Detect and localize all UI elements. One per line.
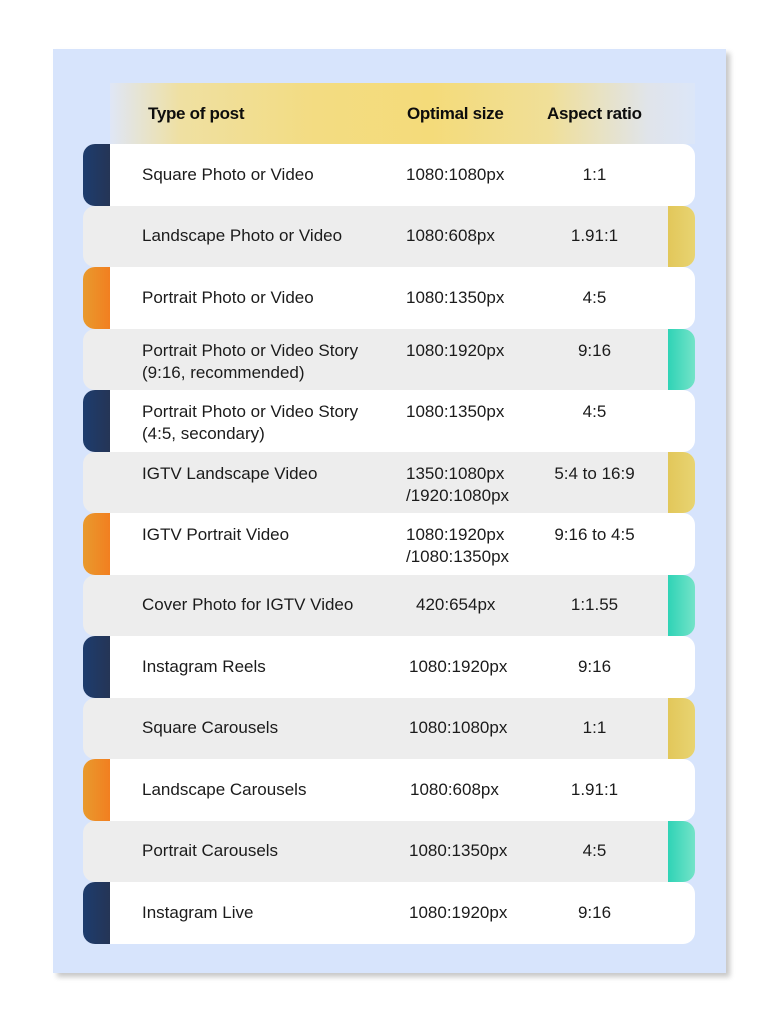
cell-size: 1080:1920px — [406, 340, 505, 360]
table-row: IGTV Landscape Video 1350:1080px /1920:1… — [83, 451, 695, 513]
cell-size: 1080:1080px — [409, 718, 508, 738]
row-accent-band — [668, 574, 695, 636]
row-accent-band — [668, 697, 695, 759]
row-accent-band — [83, 636, 110, 698]
cell-ratio: 9:16 — [577, 902, 612, 922]
cell-ratio: 4:5 — [582, 841, 607, 861]
cell-type: Square Carousels — [142, 718, 279, 738]
table-header: Type of post Optimal size Aspect ratio — [110, 83, 695, 144]
cell-size: 1080:1920px /1080:1350px — [406, 525, 510, 566]
row-accent-band — [668, 451, 695, 513]
table-row: Portrait Photo or Video 1080:1350px 4:5 — [83, 267, 695, 329]
cell-type: IGTV Landscape Video — [142, 463, 318, 483]
cell-type: Instagram Live — [142, 902, 254, 922]
row-accent-band — [83, 513, 110, 575]
cell-type: Square Photo or Video — [142, 164, 314, 184]
header-type-of-post: Type of post — [148, 104, 245, 123]
header-optimal-size: Optimal size — [407, 104, 504, 123]
table-row: Instagram Reels 1080:1920px 9:16 — [83, 636, 695, 698]
row-accent-band — [83, 144, 110, 206]
table-row: Portrait Carousels 1080:1350px 4:5 — [83, 820, 695, 882]
cell-ratio: 9:16 — [577, 656, 612, 676]
cell-size: 1350:1080px /1920:1080px — [406, 463, 510, 505]
cell-ratio: 1:1 — [582, 164, 607, 184]
cell-ratio: 1.91:1 — [570, 779, 619, 799]
cell-type: Instagram Reels — [142, 656, 266, 676]
cell-size: 1080:1350px — [406, 402, 505, 421]
table-row: Instagram Live 1080:1920px 9:16 — [83, 882, 695, 944]
cell-type: Cover Photo for IGTV Video — [142, 595, 354, 615]
table-row: Cover Photo for IGTV Video 420:654px 1:1… — [83, 574, 695, 636]
table-row: Portrait Photo or Video Story (9:16, rec… — [83, 328, 695, 390]
cell-ratio: 9:16 to 4:5 — [554, 525, 635, 544]
row-accent-band — [668, 328, 695, 390]
table-body: Square Photo or Video 1080:1080px 1:1 La… — [83, 144, 695, 944]
cell-ratio: 1:1.55 — [570, 595, 619, 615]
cell-ratio: 1.91:1 — [570, 226, 619, 246]
cell-type: IGTV Portrait Video — [142, 525, 290, 544]
cell-size: 1080:608px — [410, 779, 499, 799]
cell-ratio: 9:16 — [577, 340, 612, 360]
cell-ratio: 1:1 — [582, 718, 607, 738]
cell-ratio: 4:5 — [582, 402, 607, 421]
cell-size: 1080:1350px — [409, 841, 508, 861]
cell-ratio: 4:5 — [582, 287, 607, 307]
table-row: Portrait Photo or Video Story (4:5, seco… — [83, 390, 695, 452]
table-row: IGTV Portrait Video 1080:1920px /1080:13… — [83, 513, 695, 575]
table-row: Landscape Carousels 1080:608px 1.91:1 — [83, 759, 695, 821]
table-row: Square Carousels 1080:1080px 1:1 — [83, 697, 695, 759]
row-accent-band — [668, 205, 695, 267]
cell-size: 420:654px — [416, 595, 496, 615]
cell-type: Portrait Carousels — [142, 841, 279, 861]
row-accent-band — [83, 882, 110, 944]
cell-ratio: 5:4 to 16:9 — [554, 463, 635, 483]
header-aspect-ratio: Aspect ratio — [547, 104, 642, 123]
cell-type: Landscape Photo or Video — [142, 226, 343, 246]
cell-size: 1080:1080px — [406, 164, 505, 184]
cell-type: Portrait Photo or Video Story (9:16, rec… — [142, 340, 359, 382]
table-row: Landscape Photo or Video 1080:608px 1.91… — [83, 205, 695, 267]
row-accent-band — [83, 390, 110, 452]
row-accent-band — [668, 820, 695, 882]
row-accent-band — [83, 267, 110, 329]
cell-type: Landscape Carousels — [142, 779, 307, 799]
table-row: Square Photo or Video 1080:1080px 1:1 — [83, 144, 695, 206]
cell-size: 1080:608px — [406, 226, 495, 246]
cell-size: 1080:1350px — [406, 287, 505, 307]
cell-size: 1080:1920px — [409, 902, 508, 922]
cell-type: Portrait Photo or Video Story (4:5, seco… — [142, 402, 359, 443]
cell-type: Portrait Photo or Video — [142, 287, 314, 307]
cell-size: 1080:1920px — [409, 656, 508, 676]
row-accent-band — [83, 759, 110, 821]
